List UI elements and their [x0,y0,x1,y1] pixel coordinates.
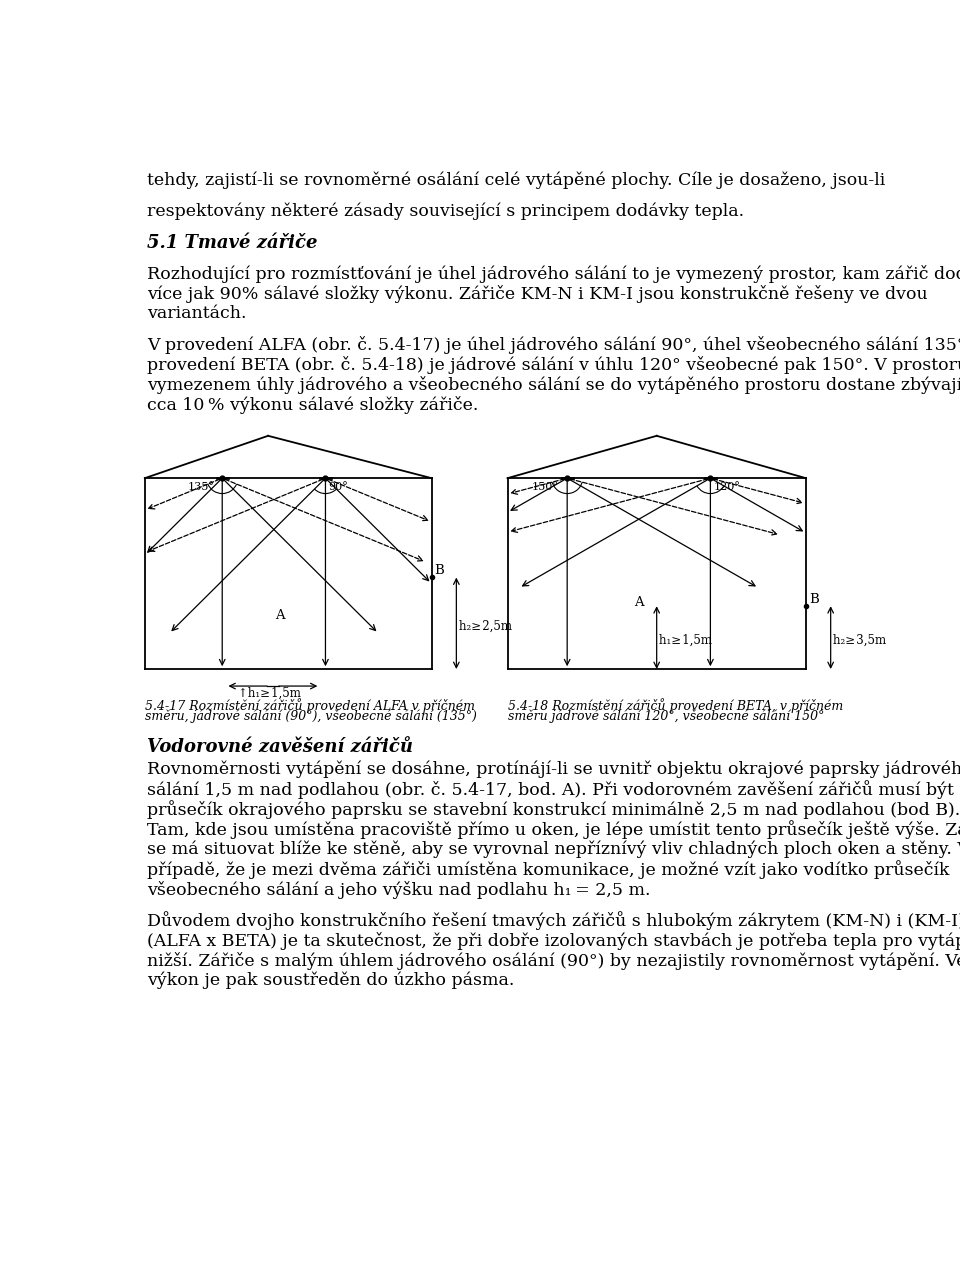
Text: B: B [435,565,444,578]
Text: variantách.: variantách. [147,305,247,322]
Text: provedení BETA (obr. č. 5.4-18) je jádrové sálání v úhlu 120° všeobecné pak 150°: provedení BETA (obr. č. 5.4-18) je jádro… [147,356,960,374]
Text: Rovnoměrnosti vytápění se dosáhne, protínájí-li se uvnitř objektu okrajové paprs: Rovnoměrnosti vytápění se dosáhne, protí… [147,761,960,777]
Text: Rozhodující pro rozmístťování je úhel jádrového sálání to je vymezený prostor, k: Rozhodující pro rozmístťování je úhel já… [147,264,960,283]
Text: (ALFA x BETA) je ta skutečnost, že při dobře izolovaných stavbách je potřeba tep: (ALFA x BETA) je ta skutečnost, že při d… [147,932,960,949]
Text: A: A [275,609,284,622]
Text: 5.4-17 Rozmístění zářičů provedení ALFA v příčném: 5.4-17 Rozmístění zářičů provedení ALFA … [145,699,475,713]
Text: 135°: 135° [188,483,215,493]
Text: sálání 1,5 m nad podlahou (obr. č. 5.4-17, bod. A). Při vodorovném zavěšení záři: sálání 1,5 m nad podlahou (obr. č. 5.4-1… [147,780,954,799]
Text: výkon je pak soustředěn do úzkho pásma.: výkon je pak soustředěn do úzkho pásma. [147,972,515,990]
Text: všeobecného sálání a jeho výšku nad podlahu h₁ = 2,5 m.: všeobecného sálání a jeho výšku nad podl… [147,881,651,899]
Text: 150°: 150° [532,483,559,493]
Text: se má situovat blíže ke stěně, aby se vyrovnal nepříznívý vliv chladných ploch o: se má situovat blíže ke stěně, aby se vy… [147,841,960,858]
Text: 90°: 90° [328,483,348,493]
Text: h₂≥ 2,5m: h₂≥ 2,5m [459,619,512,633]
Text: 5.4-18 Rozmístění zářičů provedení BETA, v příčném: 5.4-18 Rozmístění zářičů provedení BETA,… [508,699,843,713]
Text: vymezenem úhly jádrového a všeobecného sálání se do vytápěného prostoru dostane : vymezenem úhly jádrového a všeobecného s… [147,375,960,394]
Text: 5.1 Tmavé zářiče: 5.1 Tmavé zářiče [147,234,318,252]
Text: respektovány některé zásady související s principem dodávky tepla.: respektovány některé zásady související … [147,202,744,220]
Text: V provedení ALFA (obr. č. 5.4-17) je úhel jádrového sálání 90°, úhel všeobecného: V provedení ALFA (obr. č. 5.4-17) je úhe… [147,336,960,354]
Text: 120°: 120° [713,483,740,493]
Text: Tam, kde jsou umístěna pracoviště přímo u oken, je lépe umístit tento průsečík j: Tam, kde jsou umístěna pracoviště přímo … [147,820,960,839]
Text: více jak 90% sálavé složky výkonu. Zářiče KM-N i KM-I jsou konstrukčně řešeny ve: více jak 90% sálavé složky výkonu. Zářič… [147,284,927,303]
Text: ↑h₁≥ 1,5m: ↑h₁≥ 1,5m [238,686,300,700]
Text: případě, že je mezi dvěma zářiči umístěna komunikace, je možné vzít jako vodítko: případě, že je mezi dvěma zářiči umístěn… [147,861,949,880]
Text: tehdy, zajistí-li se rovnoměrné osálání celé vytápěné plochy. Cíle je dosaženo, : tehdy, zajistí-li se rovnoměrné osálání … [147,172,885,190]
Text: h₁≥ 1,5m: h₁≥ 1,5m [659,635,712,647]
Text: cca 10 % výkonu sálavé složky zářiče.: cca 10 % výkonu sálavé složky zářiče. [147,396,478,413]
Text: B: B [809,593,819,605]
Text: nižší. Zářiče s malým úhlem jádrového osálání (90°) by nezajistily rovnoměrnost : nižší. Zářiče s malým úhlem jádrového os… [147,952,960,969]
Text: A: A [634,595,643,609]
Text: Důvodem dvojho konstrukčního řešení tmavých zářičů s hlubokým zákrytem (KM-N) i : Důvodem dvojho konstrukčního řešení tmav… [147,911,960,930]
Text: směru, jádrové sálání (90°), všeobecné sálání (135°): směru, jádrové sálání (90°), všeobecné s… [145,710,477,723]
Text: h₂≥ 3,5m: h₂≥ 3,5m [833,635,886,647]
Text: směru jádrové sálání 120°, všeobecné sálání 150°: směru jádrové sálání 120°, všeobecné sál… [508,710,824,723]
Text: průsečík okrajového paprsku se stavební konstrukcí minimálně 2,5 m nad podlahou : průsečík okrajového paprsku se stavební … [147,800,960,819]
Text: Vodorovné zavěšení zářičů: Vodorovné zavěšení zářičů [147,738,413,756]
